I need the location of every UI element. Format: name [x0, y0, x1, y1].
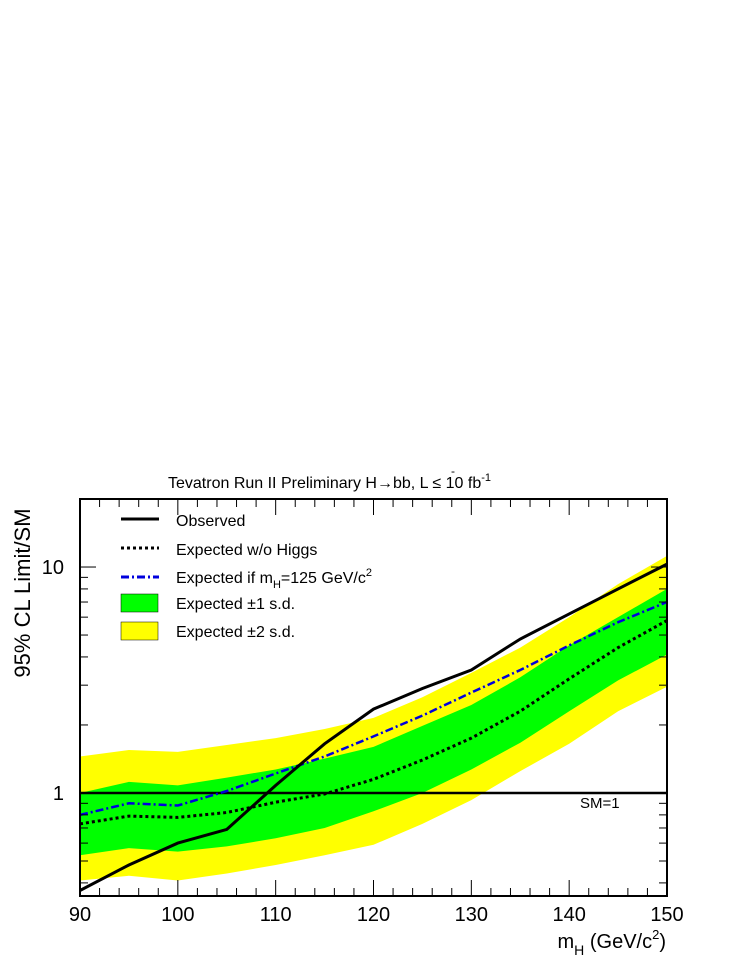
expected-125-line [79, 600, 668, 817]
x-tick-label: 110 [260, 904, 292, 926]
legend-label-expected-125: Expected if mH=125 GeV/c2 [176, 567, 372, 591]
legend-swatch-1sd [120, 593, 159, 613]
title-bbar-mark: - [451, 464, 455, 478]
legend-swatch-2sd [120, 621, 159, 641]
legend-label-1sd: Expected ±1 s.d. [176, 596, 295, 613]
bands-layer [80, 555, 667, 881]
sm-reference-label: SM=1 [580, 795, 620, 812]
x-tick-label: 100 [161, 904, 194, 926]
y-tick-label: 10 [42, 557, 64, 579]
x-tick-label: 150 [650, 904, 683, 926]
legend: Observed Expected w/o Higgs Expected if … [120, 513, 372, 641]
legend-label-expected: Expected w/o Higgs [176, 542, 317, 559]
x-tick-label: 130 [455, 904, 488, 926]
band-1sd [80, 588, 667, 856]
observed-line [79, 562, 668, 892]
x-axis-label: mH (GeV/c2) [558, 927, 667, 958]
chart-title: Tevatron Run II Preliminary H→bb, L ≤ 10… [168, 472, 491, 492]
legend-label-2sd: Expected ±2 s.d. [176, 624, 295, 641]
legend-label-observed: Observed [176, 513, 245, 530]
y-tick-label: 1 [53, 783, 64, 805]
x-tick-label: 140 [552, 904, 585, 926]
y-axis-label: 95% CL Limit/SM [10, 508, 35, 677]
x-tick-label: 120 [357, 904, 390, 926]
lines-layer [79, 562, 668, 892]
x-tick-label: 90 [69, 904, 91, 926]
expected-line [79, 619, 668, 826]
